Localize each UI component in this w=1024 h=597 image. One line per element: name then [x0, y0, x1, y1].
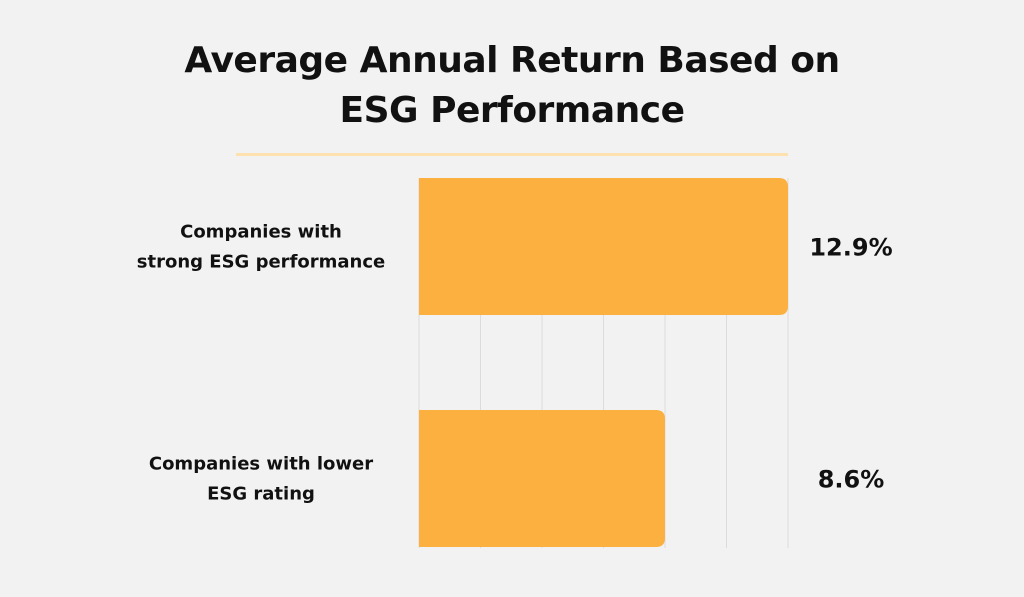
chart-title-line-2: ESG Performance	[339, 90, 686, 131]
labels: Companies with strong ESG performance 12.9…	[137, 222, 893, 505]
chart-title: Average Annual Return Based on ESG Perfo…	[0, 36, 1024, 136]
value-label-0: 12.9%	[809, 234, 892, 262]
bar-1	[419, 410, 665, 547]
category-label-1: Companies with lower ESG rating	[149, 454, 373, 505]
bars	[419, 178, 788, 547]
category-label-line: strong ESG performance	[137, 252, 385, 273]
chart-title-line-1: Average Annual Return Based on	[184, 40, 840, 81]
title-divider	[236, 153, 788, 156]
category-label-line: Companies with	[180, 222, 342, 243]
bar-0	[419, 178, 788, 315]
category-label-line: Companies with lower	[149, 454, 373, 475]
category-label-line: ESG rating	[207, 484, 315, 505]
category-label-0: Companies with strong ESG performance	[137, 222, 385, 273]
value-label-1: 8.6%	[818, 466, 885, 494]
